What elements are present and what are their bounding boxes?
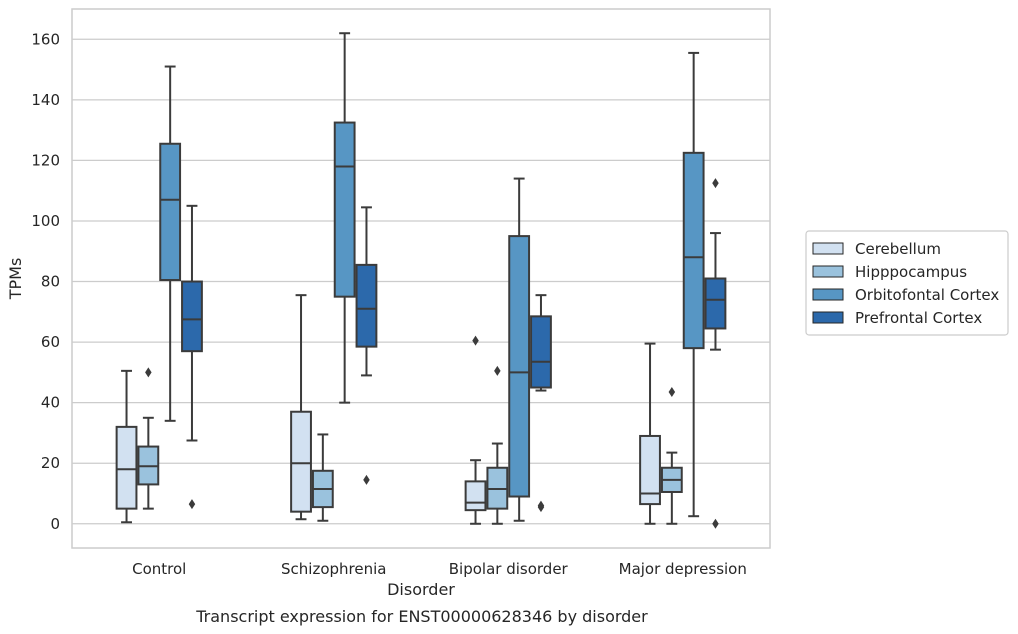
x-tick-label: Control [132, 560, 186, 578]
outlier-point [188, 499, 196, 510]
x-tick-label: Major depression [619, 560, 747, 578]
legend: Cerebellum Hipppocampus Orbitofontal Corte… [805, 230, 1009, 336]
y-tick-label: 80 [41, 273, 60, 291]
box [464, 335, 487, 525]
legend-swatch [812, 288, 844, 301]
x-axis-ticks: Control Schizophrenia Bipolar disorder Majo… [132, 560, 747, 578]
y-tick-label: 140 [31, 91, 60, 109]
y-tick-label: 20 [41, 454, 60, 472]
grid-lines [72, 38, 770, 525]
box [530, 294, 552, 513]
legend-swatch [812, 311, 844, 324]
legend-frame [805, 230, 1009, 336]
box-iqr [464, 480, 487, 512]
legend-swatch [812, 265, 844, 278]
box [333, 32, 356, 404]
legend-label: Cerebellum [855, 240, 941, 258]
box [290, 294, 312, 521]
series-hipppocampus [137, 365, 683, 525]
y-axis-ticks: 0 20 40 60 80 100 120 140 160 [31, 30, 60, 532]
box [311, 433, 334, 522]
y-axis-label: TPMs [6, 258, 25, 301]
x-tick-label: Schizophrenia [281, 560, 386, 578]
legend-label: Hipppocampus [855, 263, 967, 281]
box-iqr [115, 425, 138, 510]
box [159, 65, 182, 422]
box-iqr [355, 263, 378, 348]
box [660, 387, 683, 525]
box [115, 369, 138, 524]
legend-swatch [812, 242, 844, 255]
outlier-point [363, 474, 370, 485]
box [137, 367, 160, 510]
box [682, 51, 705, 518]
chart-caption: Transcript expression for ENST0000062834… [195, 607, 648, 626]
box-iqr [682, 151, 705, 350]
y-tick-label: 120 [31, 151, 60, 169]
box-iqr [290, 410, 312, 513]
series-prefrontal-cortex [181, 178, 727, 529]
box-series [115, 32, 727, 529]
y-tick-label: 100 [31, 212, 60, 230]
box [486, 365, 509, 525]
y-tick-label: 160 [31, 30, 60, 48]
outlier-point [472, 335, 479, 346]
outlier-point [145, 367, 152, 378]
box-iqr [704, 277, 727, 330]
y-tick-label: 0 [50, 515, 60, 533]
box-iqr [159, 142, 182, 282]
outlier-point [712, 518, 719, 529]
box [639, 342, 661, 525]
box [181, 204, 203, 510]
outlier-point [668, 387, 676, 398]
box-iqr [508, 235, 531, 498]
outlier-point [537, 500, 545, 511]
box-iqr [181, 280, 203, 353]
box [355, 206, 378, 485]
box-iqr [333, 121, 356, 298]
plot-area-frame [71, 8, 771, 549]
y-tick-label: 40 [41, 394, 60, 412]
box-iqr [530, 315, 552, 389]
outlier-point [494, 365, 501, 376]
x-axis-label: Disorder [387, 580, 455, 599]
box-iqr [639, 434, 661, 506]
series-cerebellum [115, 294, 661, 525]
legend-label: Prefrontal Cortex [855, 309, 982, 327]
series-orbitofontal-cortex [159, 32, 705, 522]
y-tick-label: 60 [41, 333, 60, 351]
legend-label: Orbitofontal Cortex [855, 286, 999, 304]
x-tick-label: Bipolar disorder [449, 560, 569, 578]
box [704, 178, 727, 529]
box [508, 177, 531, 522]
outlier-point [712, 178, 719, 189]
